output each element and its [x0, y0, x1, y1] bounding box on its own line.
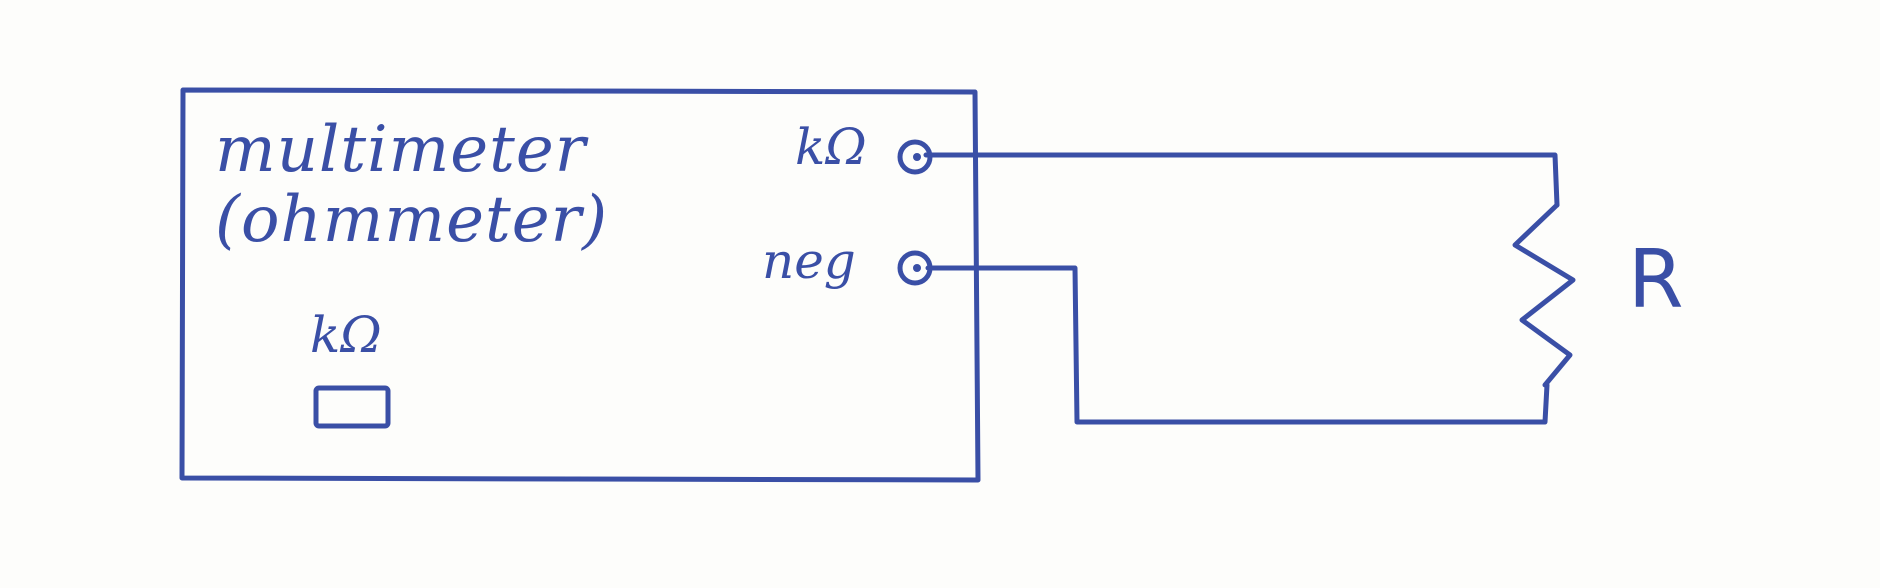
resistor-label: R	[1628, 233, 1684, 326]
terminal-neg-label: neg	[762, 232, 856, 290]
resistor-symbol	[1512, 202, 1576, 388]
wire-neg-to-resistor	[925, 265, 1550, 425]
terminal-kohm-label: kΩ	[795, 118, 867, 176]
display-window	[313, 385, 391, 429]
multimeter-title: multimeter	[215, 113, 587, 187]
wire-kohm-to-resistor	[923, 152, 1560, 208]
multimeter-body	[179, 87, 981, 483]
multimeter-subtitle: (ohmmeter)	[215, 183, 609, 257]
display-unit-label: kΩ	[310, 306, 382, 364]
